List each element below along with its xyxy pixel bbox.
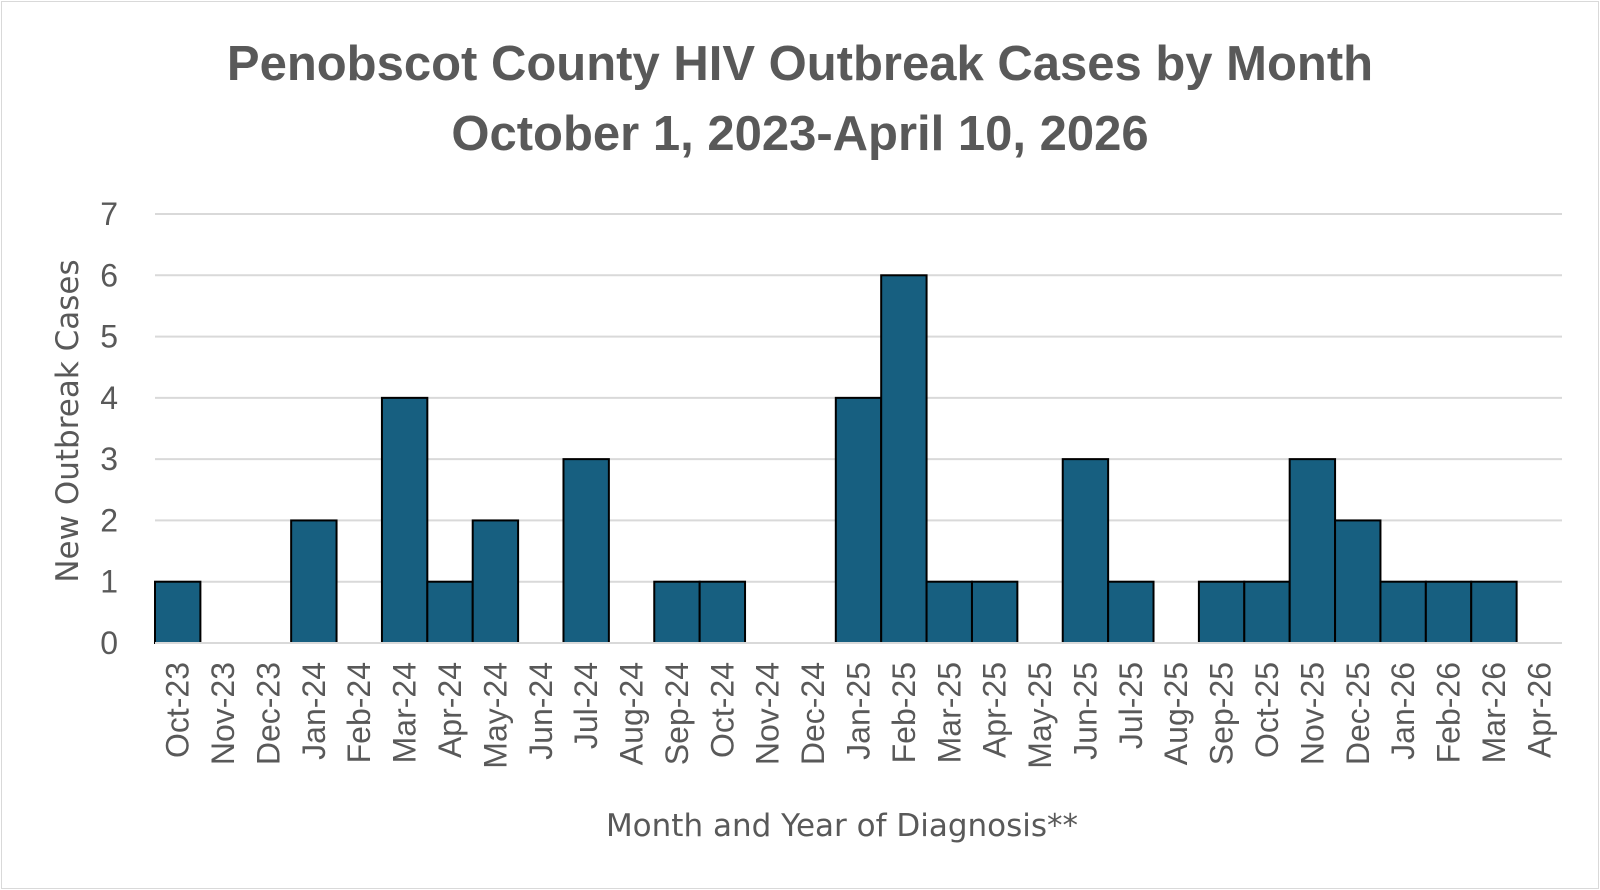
x-tick-label: Feb-25 [886, 662, 922, 763]
y-tick-label: 5 [100, 319, 118, 355]
bar-feb-25 [880, 274, 928, 644]
y-tick-label: 6 [100, 257, 118, 293]
bar-jan-24 [290, 519, 338, 644]
y-tick-label: 1 [100, 564, 118, 600]
chart-title: Penobscot County HIV Outbreak Cases by M… [226, 37, 1374, 91]
bar-sep-25 [1197, 580, 1246, 645]
x-tick-label: Nov-23 [205, 662, 241, 765]
bar-jul-24 [562, 458, 610, 645]
bar-feb-26 [1424, 580, 1473, 645]
x-tick-label: Dec-25 [1340, 662, 1376, 765]
x-tick-label: Oct-24 [704, 662, 740, 758]
y-tick-label: 0 [100, 625, 118, 661]
x-tick-label: Oct-25 [1249, 662, 1285, 758]
x-tick-label: Jan-26 [1385, 662, 1421, 760]
x-tick-label: Mar-25 [931, 662, 967, 763]
x-tick-label: May-24 [477, 662, 513, 769]
x-tick-label: Apr-24 [432, 662, 468, 758]
bar-mar-24 [380, 396, 429, 644]
bar-dec-25 [1334, 519, 1382, 644]
y-axis-label: New Outbreak Cases [50, 259, 86, 582]
x-tick-label: Jun-24 [523, 662, 559, 760]
x-tick-label: Oct-23 [160, 662, 196, 758]
y-tick-label: 2 [100, 502, 118, 538]
bars [154, 274, 1518, 645]
x-tick-label: Dec-23 [250, 662, 286, 765]
x-tick-label: Jun-25 [1067, 662, 1103, 760]
bar-apr-25 [970, 580, 1019, 645]
y-tick-label: 3 [100, 441, 118, 477]
x-tick-label: Jan-24 [296, 662, 332, 760]
bar-oct-24 [698, 580, 747, 645]
bar-mar-25 [925, 580, 973, 645]
x-tick-label: Aug-25 [1158, 662, 1194, 765]
x-tick-label: Jul-24 [568, 662, 604, 749]
x-axis-ticks: Oct-23 Nov-23 Dec-23 Jan-24 Feb-24 Mar-24 Apr-… [160, 662, 1558, 769]
x-tick-label: Nov-24 [750, 662, 786, 765]
x-tick-label: Sep-25 [1204, 662, 1240, 765]
x-tick-label: Sep-24 [659, 662, 695, 765]
bar-oct-23 [154, 580, 202, 645]
x-tick-label: Feb-26 [1431, 662, 1467, 763]
bar-jun-25 [1061, 458, 1110, 645]
x-tick-label: Feb-24 [341, 662, 377, 763]
x-tick-label: Dec-24 [795, 662, 831, 765]
bar-oct-25 [1243, 580, 1291, 645]
x-tick-label: Mar-24 [387, 662, 423, 763]
x-tick-label: Mar-26 [1476, 662, 1512, 763]
x-tick-label: Jan-25 [841, 662, 877, 760]
x-tick-label: May-25 [1022, 662, 1058, 769]
y-tick-label: 7 [100, 196, 118, 232]
bar-jan-25 [834, 396, 883, 644]
bar-nov-25 [1288, 458, 1337, 645]
x-tick-label: Aug-24 [614, 662, 650, 765]
x-tick-label: Apr-26 [1521, 662, 1557, 758]
x-tick-label: Jul-25 [1113, 662, 1149, 749]
bar-mar-26 [1470, 580, 1518, 645]
bar-jul-25 [1107, 580, 1155, 645]
y-axis-ticks: 0 1 2 3 4 5 6 7 [100, 196, 118, 661]
bar-sep-24 [653, 580, 701, 645]
bar-apr-24 [426, 580, 474, 645]
x-tick-label: Nov-25 [1294, 662, 1330, 765]
bar-jan-26 [1379, 580, 1427, 645]
bar-may-24 [471, 519, 520, 644]
chart-subtitle: October 1, 2023-April 10, 2026 [451, 107, 1149, 161]
x-axis-label: Month and Year of Diagnosis** [606, 808, 1078, 844]
y-tick-label: 4 [100, 380, 118, 416]
x-tick-label: Apr-25 [977, 662, 1013, 758]
